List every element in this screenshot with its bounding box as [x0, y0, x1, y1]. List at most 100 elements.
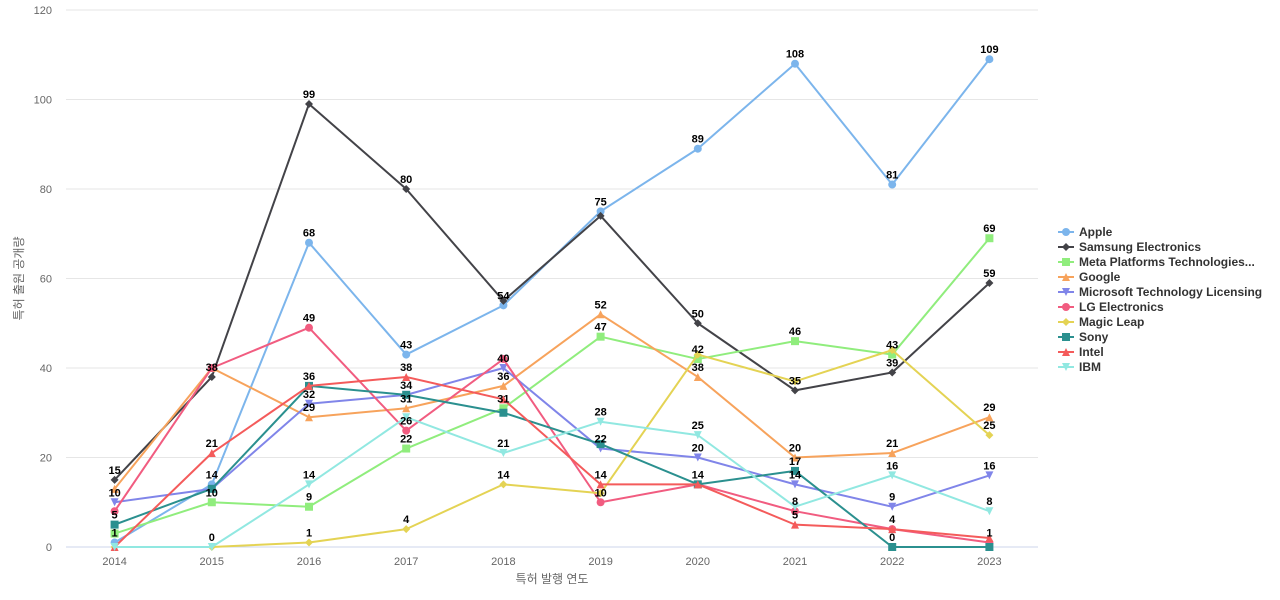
data-point: [596, 417, 605, 426]
data-point: [888, 346, 897, 355]
data-label: 9: [306, 492, 312, 504]
data-point: [402, 426, 411, 435]
x-tick-label: 2018: [491, 556, 515, 568]
legend-label: Samsung Electronics: [1079, 239, 1202, 254]
legend-item[interactable]: Google: [1058, 269, 1262, 284]
data-label: 14: [206, 469, 219, 481]
data-point: [596, 332, 605, 341]
legend-item[interactable]: Intel: [1058, 344, 1262, 359]
data-label: 8: [986, 496, 992, 508]
data-point: [207, 498, 216, 507]
y-tick-label: 80: [40, 184, 52, 196]
data-point: [791, 377, 799, 386]
legend-item[interactable]: Apple: [1058, 224, 1262, 239]
data-label: 10: [108, 487, 120, 499]
data-point: [888, 368, 897, 377]
legend-item[interactable]: LG Electronics: [1058, 299, 1262, 314]
data-point: [110, 529, 119, 538]
series-intel: [110, 372, 994, 551]
series-line: [114, 416, 990, 548]
series-line: [113, 326, 990, 544]
legend-label: LG Electronics: [1079, 299, 1164, 314]
data-label: 35: [789, 375, 801, 387]
data-point: [985, 431, 994, 440]
data-label: 21: [497, 438, 509, 450]
legend-label: Sony: [1079, 329, 1109, 344]
legend-item[interactable]: Magic Leap: [1058, 314, 1262, 329]
data-point: [305, 323, 313, 332]
data-point: [888, 180, 897, 189]
series-ibm: [110, 413, 994, 551]
data-label: 49: [303, 313, 315, 325]
data-label: 46: [789, 326, 801, 338]
legend-item[interactable]: Microsoft Technology Licensing: [1058, 284, 1262, 299]
data-point: [791, 453, 799, 462]
y-tick-label: 40: [40, 363, 52, 375]
data-point: [305, 381, 313, 390]
data-point: [791, 59, 799, 68]
data-label: 75: [594, 196, 606, 208]
series-layer: [110, 55, 994, 551]
data-point: [499, 381, 508, 390]
data-label: 38: [400, 362, 412, 374]
data-label: 34: [400, 380, 413, 392]
data-point: [985, 471, 994, 480]
data-label: 31: [400, 393, 412, 405]
data-label: 36: [303, 371, 315, 383]
legend-label: Google: [1079, 269, 1121, 284]
data-point: [693, 453, 702, 462]
data-label: 29: [303, 402, 315, 414]
data-point: [305, 99, 313, 108]
legend-item[interactable]: Samsung Electronics: [1058, 239, 1262, 254]
data-label: 1: [112, 528, 118, 540]
legend-symbol-icon: [1058, 227, 1074, 236]
data-label: 22: [400, 434, 412, 446]
series-apple: [110, 55, 994, 547]
legend-marker: [1062, 362, 1070, 371]
data-point: [791, 507, 799, 516]
legend-label: Microsoft Technology Licensing: [1079, 284, 1263, 299]
data-label: 14: [692, 469, 705, 481]
data-point: [402, 525, 411, 534]
legend-item[interactable]: Sony: [1058, 329, 1262, 344]
series-line: [114, 367, 990, 508]
data-label: 0: [889, 532, 895, 544]
data-point: [985, 234, 994, 243]
data-point: [791, 337, 799, 346]
legend-symbol-icon: [1058, 242, 1074, 251]
x-tick-label: 2022: [880, 556, 904, 568]
data-label: 31: [497, 393, 509, 405]
data-point: [693, 431, 702, 440]
data-label: 21: [206, 438, 218, 450]
x-axis-ticks: 2014 2015 2016 2017 2018 2019 2020 2021 2022 2023: [102, 556, 1001, 568]
x-tick-label: 2020: [686, 556, 710, 568]
data-point: [693, 355, 702, 364]
legend-marker: [1062, 272, 1070, 281]
grid-lines: [66, 9, 1038, 548]
series-line: [114, 384, 990, 548]
data-point: [305, 480, 313, 489]
data-point: [985, 543, 994, 551]
data-label: 14: [497, 469, 510, 481]
data-label: 99: [303, 89, 315, 101]
data-label: 43: [886, 340, 898, 352]
legend-item[interactable]: Meta Platforms Technologies...: [1058, 254, 1262, 269]
data-point: [596, 480, 605, 489]
data-label: 54: [497, 290, 510, 302]
data-point: [207, 372, 216, 381]
legend-item[interactable]: IBM: [1058, 359, 1262, 374]
data-point: [596, 489, 605, 498]
data-label: 40: [497, 353, 509, 365]
x-axis-title: 특허 발행 연도: [516, 571, 589, 586]
data-point: [888, 471, 897, 480]
data-point: [888, 350, 897, 359]
data-label: 80: [400, 174, 412, 186]
legend-symbol-icon: [1058, 287, 1074, 296]
data-label: 69: [983, 223, 995, 235]
data-point: [305, 502, 313, 511]
data-label: 20: [789, 443, 801, 455]
data-point: [499, 404, 508, 413]
data-point: [693, 144, 702, 153]
data-label: 8: [792, 496, 798, 508]
series-samsung-electronics: [110, 99, 994, 484]
